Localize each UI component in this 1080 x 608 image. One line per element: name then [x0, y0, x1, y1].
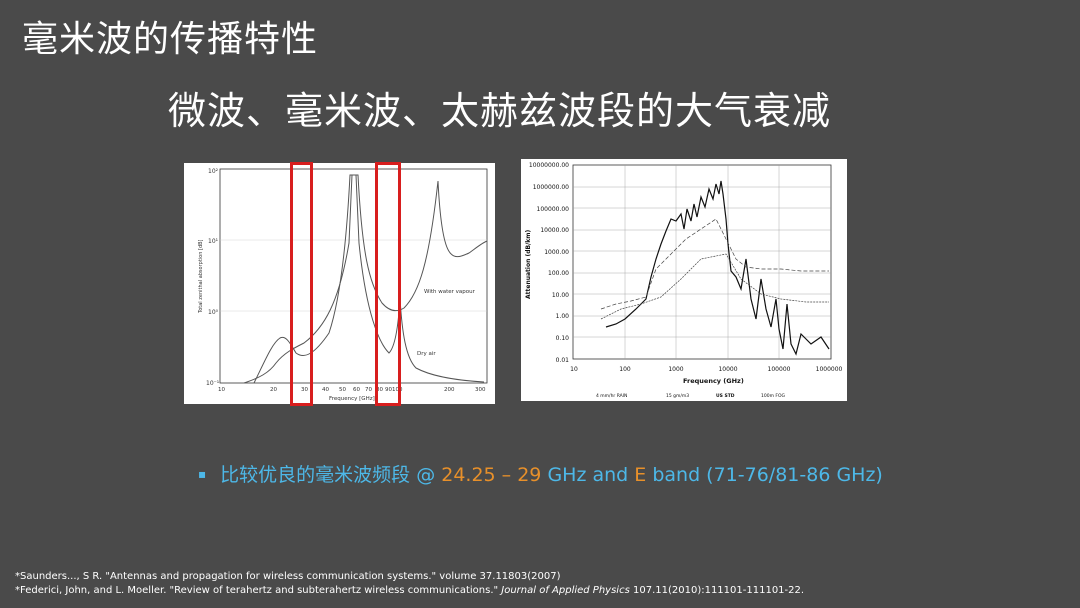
legend-item: 4 mm/hr RAIN	[596, 393, 627, 399]
y-tick: 10000000.00	[529, 162, 569, 169]
bullet-text-band: band	[646, 464, 707, 486]
highlight-box-e-band	[375, 162, 401, 406]
x-tick: 40	[322, 387, 329, 393]
x-tick: 100	[392, 387, 403, 393]
bullet-point: ▪ 比较优良的毫米波频段 @ 24.25 – 29 GHz and E band …	[198, 460, 883, 487]
x-tick: 100	[619, 366, 631, 373]
bullet-text-at: @	[410, 464, 442, 486]
legend-item: US STD	[716, 393, 735, 399]
x-tick: 10000	[718, 366, 737, 373]
y-axis-label: Total zenithal absorption [dB]	[198, 239, 204, 314]
x-tick: 70	[365, 387, 372, 393]
y-tick: 10000.00	[540, 227, 569, 234]
reference-2-tail: 107.11(2010):111101-111101-22.	[629, 585, 805, 596]
x-tick: 30	[301, 387, 308, 393]
x-tick: 90	[385, 387, 392, 393]
x-tick: 50	[339, 387, 346, 393]
x-tick: 20	[270, 387, 277, 393]
x-tick: 60	[353, 387, 360, 393]
x-tick: 100000	[768, 366, 791, 373]
bullet-text-e-band-range: (71-76/81-86 GHz)	[706, 464, 883, 486]
bullet-text-label: 比较优良的毫米波频段	[220, 464, 411, 486]
annotation-water-vapour: With water vapour	[424, 289, 476, 295]
y-tick: 1000000.00	[533, 184, 569, 191]
y-tick: 1000.00	[544, 249, 569, 256]
reference-2: *Federici, John, and L. Moeller. "Review…	[15, 584, 804, 598]
y-tick: 10¹	[208, 238, 219, 245]
x-tick: 10	[570, 366, 578, 373]
highlight-box-24-29ghz	[290, 162, 313, 406]
zenithal-absorption-figure: 10² 10¹ 10⁰ 10⁻¹ Total zenithal absorpti…	[184, 163, 495, 404]
annotation-dry-air: Dry air	[417, 351, 436, 357]
attenuation-figure: 10000000.00 1000000.00 100000.00 10000.0…	[521, 159, 847, 401]
x-tick: 200	[444, 387, 455, 393]
y-tick: 0.01	[556, 357, 570, 364]
x-tick: 300	[475, 387, 486, 393]
x-axis-label: Frequency [GHz]	[329, 396, 375, 402]
legend-item: 100m FOG	[761, 393, 786, 399]
bullet-marker-icon: ▪	[198, 467, 207, 481]
y-axis-label: Attenuation (dB/km)	[525, 230, 532, 299]
bullet-text-range: 24.25 – 29	[441, 464, 542, 486]
y-tick: 10.00	[552, 292, 569, 299]
reference-2-journal: Journal of Applied Physics	[501, 585, 630, 596]
x-tick: 80	[376, 387, 383, 393]
y-tick: 100.00	[548, 270, 569, 277]
x-axis-label: Frequency (GHz)	[683, 377, 744, 385]
legend-item: 15 gm/m3	[666, 393, 689, 399]
y-tick: 100000.00	[537, 206, 570, 213]
x-tick: 10	[218, 387, 225, 393]
y-tick: 10⁰	[208, 309, 219, 316]
reference-1: *Saunders..., S R. "Antennas and propaga…	[15, 571, 561, 582]
y-tick: 10²	[208, 168, 219, 175]
bullet-text-ghz-and: GHz and	[541, 464, 635, 486]
x-tick: 1000	[668, 366, 683, 373]
x-tick: 1000000	[816, 366, 843, 373]
slide-title: 毫米波的传播特性	[22, 19, 319, 60]
references: *Saunders..., S R. "Antennas and propaga…	[15, 570, 804, 598]
y-tick: 0.10	[556, 335, 570, 342]
zenithal-absorption-plot: 10² 10¹ 10⁰ 10⁻¹ Total zenithal absorpti…	[198, 168, 488, 402]
bullet-text-e: E	[634, 464, 647, 486]
y-tick: 1.00	[556, 313, 570, 320]
attenuation-plot: 10000000.00 1000000.00 100000.00 10000.0…	[525, 162, 843, 399]
slide-subtitle: 微波、毫米波、太赫兹波段的大气衰减	[168, 89, 832, 133]
reference-2-main: *Federici, John, and L. Moeller. "Review…	[15, 585, 502, 596]
y-tick: 10⁻¹	[206, 380, 220, 387]
